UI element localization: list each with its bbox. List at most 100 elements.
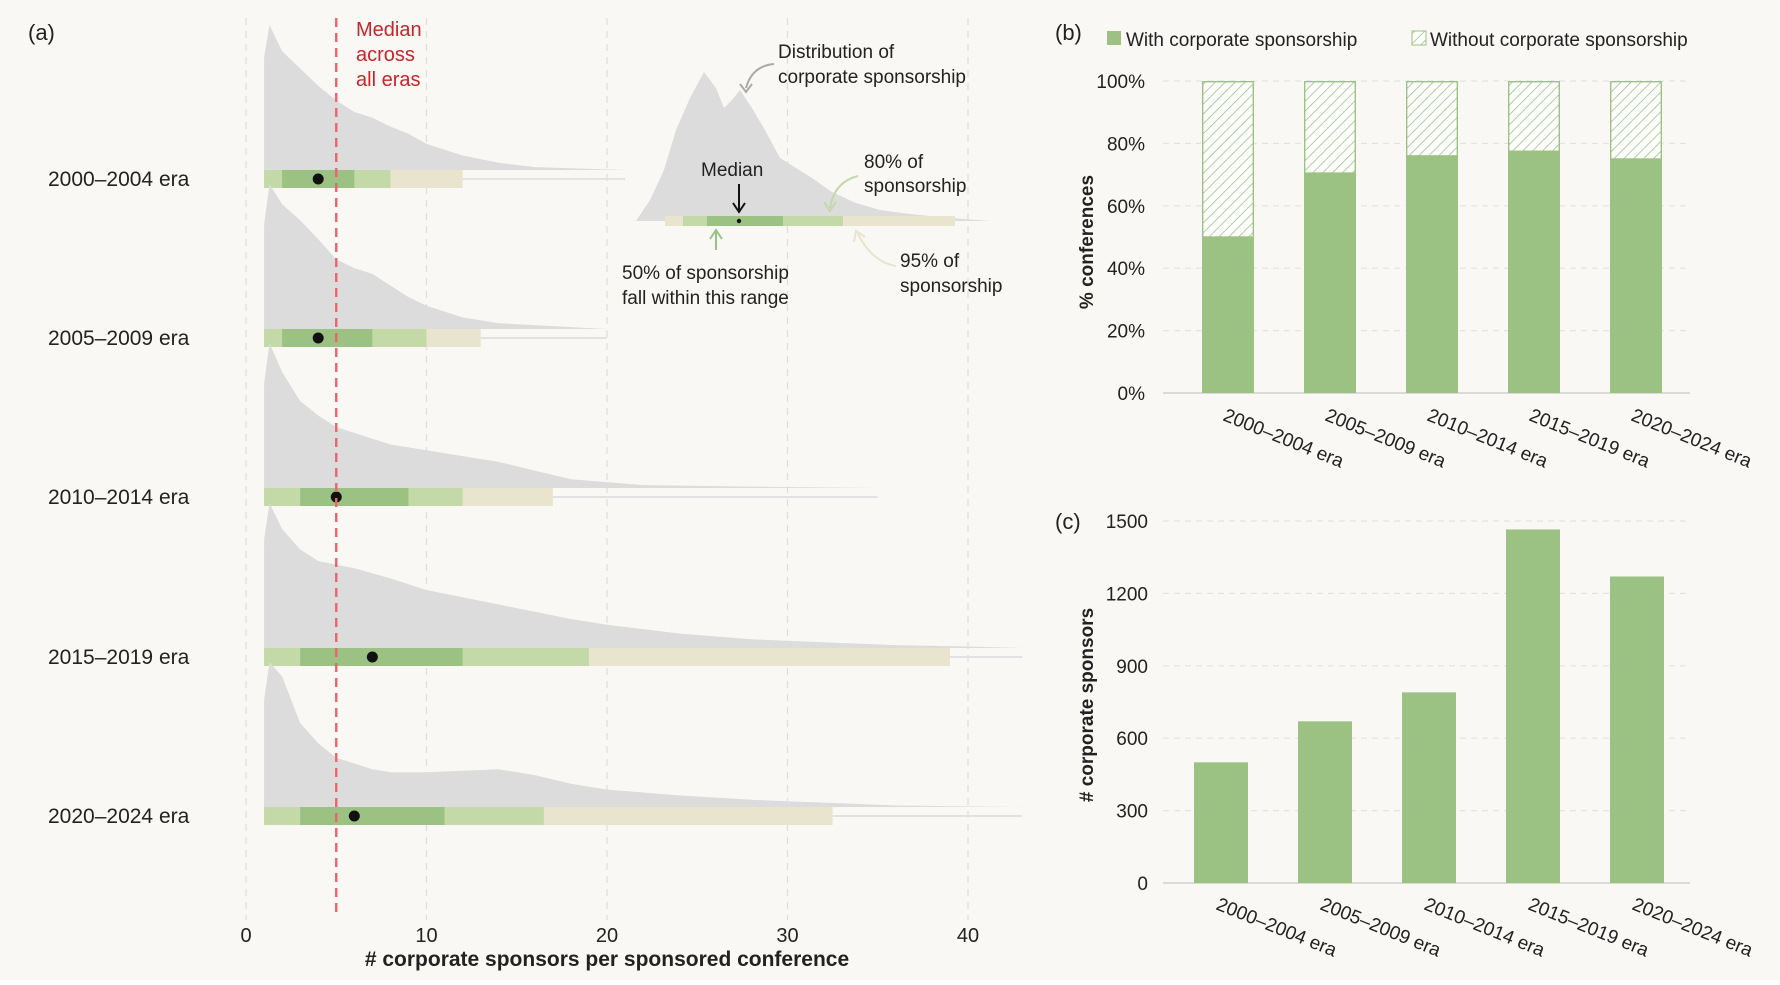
era-label: 2020–2024 era [48, 805, 190, 828]
era-label: 2005–2009 era [48, 327, 190, 350]
x-tick-label: 30 [776, 925, 798, 947]
bar-with-sponsorship [1610, 159, 1662, 393]
x-tick-label: 40 [957, 925, 979, 947]
panel-a-x-ticks: 0 10 20 30 40 [240, 925, 979, 947]
y-tick-label: 0% [1118, 384, 1146, 405]
density-curve [264, 662, 1023, 807]
y-tick-label: 20% [1107, 322, 1145, 343]
legend-swatch-with [1107, 31, 1121, 45]
panel-a: (a) 2000–2004 era 2005–2009 era 2010–2014 … [28, 18, 1023, 971]
y-tick-label: 300 [1116, 802, 1148, 823]
range50-bar [282, 329, 373, 347]
era-label: 2015–2019 era [48, 646, 190, 669]
y-tick-label: 40% [1107, 259, 1145, 280]
inset-range80-label: sponsorship [864, 176, 966, 197]
median-dot [348, 810, 360, 822]
inset-range95-arrowhead [853, 229, 866, 243]
density-curve [264, 343, 878, 488]
bar-without-sponsorship [1303, 80, 1356, 174]
density-curve [264, 503, 1023, 648]
panel-b-axes: 0% 20% 40% 60% 80% 100% [1096, 72, 1690, 405]
panel-b: (b) With corporate sponsorship Without c… [1055, 20, 1755, 473]
inset-median-label: Median [701, 160, 763, 181]
y-tick-label: 1500 [1106, 512, 1148, 533]
bar-without-sponsorship [1201, 80, 1254, 238]
inset-median-arrowhead [732, 202, 746, 214]
median-dot [330, 491, 342, 503]
bar [1610, 576, 1664, 883]
y-tick-label: 0 [1137, 874, 1148, 895]
density-curve [264, 25, 625, 170]
bar-without-sponsorship [1405, 80, 1458, 157]
panel-b-y-axis-label: % conferences [1077, 175, 1098, 309]
inset-distribution-arrowhead [739, 83, 753, 94]
x-tick-label: 2020–2024 era [1629, 894, 1756, 962]
median-line-group: Median across all eras [335, 18, 422, 918]
inset-distribution-label: Distribution of [778, 42, 895, 63]
bar-with-sponsorship [1508, 151, 1560, 393]
era-row: 2005–2009 era [48, 184, 607, 350]
inset-range50-bar [707, 216, 783, 226]
bar-with-sponsorship [1406, 155, 1458, 393]
median-dot [366, 651, 378, 663]
era-row: 2010–2014 era [48, 343, 878, 509]
inset-range50-label: fall within this range [622, 288, 789, 309]
inset-range95-label: 95% of [900, 251, 960, 272]
inset-range80-label: 80% of [864, 152, 924, 173]
panel-a-eras: 2000–2004 era 2005–2009 era 2010–2014 era 2… [48, 25, 1023, 828]
inset-median-dot [736, 218, 742, 224]
bar [1194, 762, 1248, 883]
y-tick-label: 600 [1116, 729, 1148, 750]
inset-range80-arrowhead [823, 201, 837, 213]
panel-c-y-axis-label: # corporate sponsors [1077, 608, 1098, 802]
legend-label-without: Without corporate sponsorship [1430, 30, 1688, 51]
era-row: 2020–2024 era [48, 662, 1023, 828]
density-curve [264, 184, 607, 329]
median-line-label: across [356, 44, 415, 66]
era-row: 2015–2019 era [48, 503, 1023, 669]
bar [1402, 692, 1456, 883]
inset-distribution-arrow [745, 63, 775, 89]
era-label: 2000–2004 era [48, 168, 190, 191]
median-line-label: all eras [356, 69, 420, 91]
legend-label-with: With corporate sponsorship [1126, 30, 1357, 51]
legend-swatch-without [1411, 30, 1427, 46]
x-tick-label: 10 [415, 925, 437, 947]
inset-range80-arrow [829, 175, 859, 209]
bar-without-sponsorship [1507, 80, 1560, 152]
x-tick-label: 0 [240, 925, 251, 947]
x-tick-label: 20 [596, 925, 618, 947]
range50-bar [300, 807, 445, 825]
panel-c-label: (c) [1055, 509, 1081, 534]
legend-inset: Distribution of corporate sponsorship Medi… [622, 42, 1002, 309]
panel-c: (c) 0 300 600 900 1200 1500 2000–2004 era2005… [1055, 509, 1756, 962]
y-tick-label: 100% [1096, 72, 1145, 93]
y-tick-label: 1200 [1106, 584, 1148, 605]
bar-with-sponsorship [1304, 173, 1356, 393]
y-tick-label: 60% [1107, 197, 1145, 218]
inset-range95-arrow [857, 233, 897, 267]
y-tick-label: 80% [1107, 134, 1145, 155]
bar-without-sponsorship [1609, 80, 1662, 160]
panel-b-legend: With corporate sponsorship Without corpo… [1107, 30, 1688, 51]
median-dot [312, 173, 324, 185]
inset-range50-arrowhead [709, 228, 723, 240]
inset-range50-label: 50% of sponsorship [622, 263, 789, 284]
inset-range95-label: sponsorship [900, 276, 1002, 297]
inset-density-curve [636, 72, 990, 221]
y-tick-label: 900 [1116, 657, 1148, 678]
bar [1298, 721, 1352, 883]
bar-with-sponsorship [1202, 237, 1254, 393]
panel-c-axes: 0 300 600 900 1200 1500 [1106, 512, 1690, 895]
median-dot [312, 332, 324, 344]
range50-bar [300, 488, 409, 506]
panel-a-x-axis-label: # corporate sponsors per sponsored confe… [365, 948, 849, 971]
range50-bar [300, 648, 463, 666]
panel-a-label: (a) [28, 20, 55, 45]
panel-b-label: (b) [1055, 20, 1082, 45]
era-label: 2010–2014 era [48, 486, 190, 509]
